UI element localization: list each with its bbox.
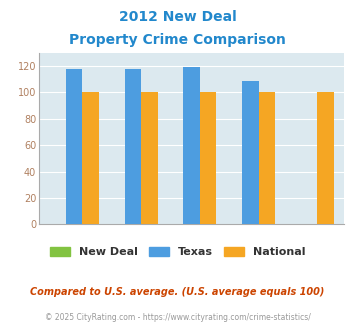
Bar: [200, 92, 216, 224]
Bar: [259, 92, 275, 224]
Bar: [317, 92, 334, 224]
Text: Property Crime Comparison: Property Crime Comparison: [69, 33, 286, 47]
Text: 2012 New Deal: 2012 New Deal: [119, 10, 236, 24]
Bar: [242, 81, 259, 224]
Bar: [141, 92, 158, 224]
Bar: [125, 69, 141, 224]
Text: Compared to U.S. average. (U.S. average equals 100): Compared to U.S. average. (U.S. average …: [30, 287, 325, 297]
Legend: New Deal, Texas, National: New Deal, Texas, National: [45, 243, 310, 262]
Bar: [66, 69, 82, 224]
Bar: [82, 92, 99, 224]
Text: © 2025 CityRating.com - https://www.cityrating.com/crime-statistics/: © 2025 CityRating.com - https://www.city…: [45, 314, 310, 322]
Bar: [184, 67, 200, 224]
